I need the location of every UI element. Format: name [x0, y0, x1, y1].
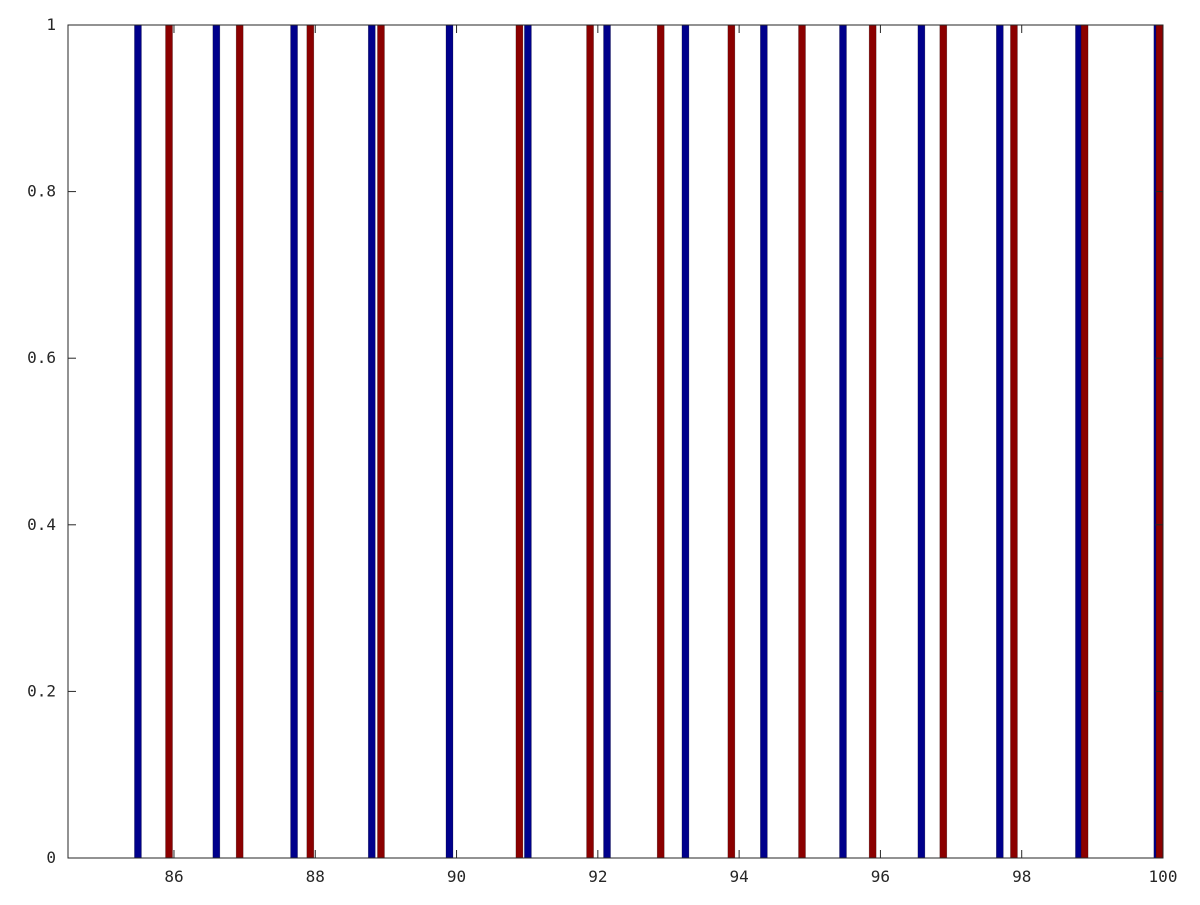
- bar-series-2-7: [656, 24, 665, 859]
- bar-series-2-6: [586, 24, 594, 859]
- bar-series-1-9: [760, 24, 768, 859]
- x-tick-label: 90: [447, 867, 466, 886]
- bar-series-1-5: [445, 24, 454, 859]
- bar-series-2-4: [377, 24, 385, 859]
- bar-series-2-12: [1010, 24, 1018, 859]
- bar-series-1-11: [917, 24, 926, 859]
- bar-series-1-2: [212, 24, 221, 859]
- bar-series-1-6: [524, 24, 532, 859]
- bar-series-2-10: [868, 24, 877, 859]
- bar-series-2-5: [515, 24, 524, 859]
- bar-series-2-1: [165, 24, 173, 859]
- bar-series-1-12: [996, 24, 1004, 859]
- bar-series-2-13: [1080, 24, 1089, 859]
- x-tick-label: 94: [729, 867, 748, 886]
- bar-series-1-8: [681, 24, 690, 859]
- bar-series-2-3: [306, 24, 315, 859]
- bar-series-1-1: [134, 24, 142, 859]
- x-tick-label: 96: [871, 867, 890, 886]
- bar-series-1-10: [839, 24, 847, 859]
- x-tick-label: 86: [164, 867, 183, 886]
- y-tick-label: 0.2: [27, 681, 56, 700]
- x-tick-label: 88: [306, 867, 325, 886]
- axes-frame: [67, 24, 1164, 859]
- x-tick-label: 100: [1149, 867, 1178, 886]
- bar-series-1-7: [603, 24, 611, 859]
- bar-series-2-2: [235, 24, 244, 859]
- x-axis: 86 88 90 92 94 96 98 100: [164, 25, 1177, 886]
- bar-series-2-11: [939, 24, 948, 859]
- y-tick-label: 0: [46, 848, 56, 867]
- y-tick-label: 1: [46, 15, 56, 34]
- y-axis: 0 0.2 0.4 0.6 0.8 1: [27, 15, 1163, 867]
- x-tick-label: 92: [588, 867, 607, 886]
- bar-series-2-8: [727, 24, 736, 859]
- y-tick-label: 0.8: [27, 182, 56, 201]
- bar-series-1-4: [367, 24, 376, 859]
- bar-series-1-3: [290, 24, 298, 859]
- y-tick-label: 0.6: [27, 348, 56, 367]
- bar-series-2-14: [1155, 24, 1164, 859]
- x-tick-label: 98: [1012, 867, 1031, 886]
- y-tick-label: 0.4: [27, 515, 56, 534]
- bar-series-2-9: [798, 24, 806, 859]
- bar-layer: [134, 24, 1164, 859]
